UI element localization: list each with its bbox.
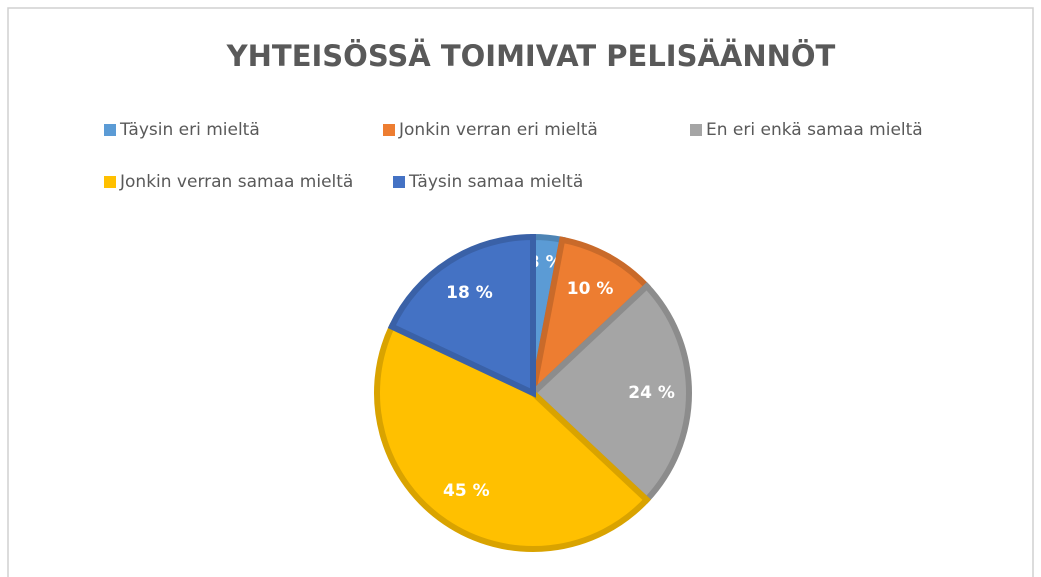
pie-slice	[528, 236, 651, 402]
legend-label: Jonkin verran samaa mieltä	[119, 172, 353, 192]
legend-swatch	[383, 124, 395, 136]
pie-slice	[528, 281, 692, 505]
legend-label: Täysin samaa mieltä	[408, 172, 583, 192]
legend-label: Jonkin verran eri mieltä	[398, 120, 598, 140]
legend-swatch	[690, 124, 702, 136]
legend-label: Täysin eri mieltä	[119, 120, 260, 140]
data-label: 24 %	[628, 383, 675, 403]
legend-swatch	[393, 176, 405, 188]
data-label: 18 %	[446, 283, 493, 303]
data-label: 10 %	[567, 279, 614, 299]
chart-title: YHTEISÖSSÄ TOIMIVAT PELISÄÄNNÖT	[226, 39, 836, 73]
pie-slice	[387, 233, 536, 398]
legend-label: En eri enkä samaa mieltä	[706, 120, 923, 140]
pie-slice	[374, 322, 651, 552]
legend-swatch	[104, 176, 116, 188]
data-label: 45 %	[443, 481, 490, 501]
legend-swatch	[104, 124, 116, 136]
